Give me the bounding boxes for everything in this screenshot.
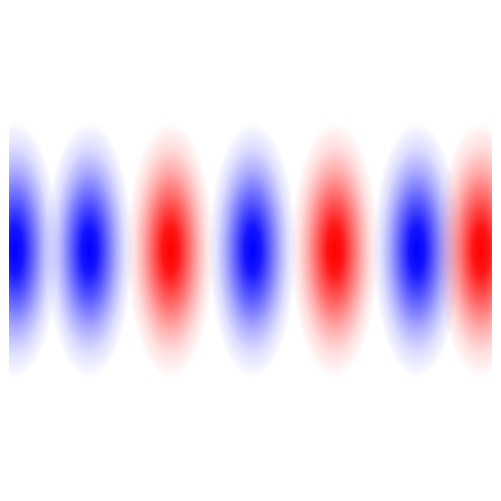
negative-lobe-4 [208, 122, 297, 378]
negative-lobe-1 [9, 122, 60, 378]
negative-lobe-2 [45, 122, 134, 378]
positive-lobe-3 [126, 122, 215, 378]
positive-lobe-7 [436, 122, 492, 378]
negative-lobe-6 [372, 122, 461, 378]
lobes-layer [9, 122, 492, 378]
positive-lobe-5 [290, 122, 379, 378]
